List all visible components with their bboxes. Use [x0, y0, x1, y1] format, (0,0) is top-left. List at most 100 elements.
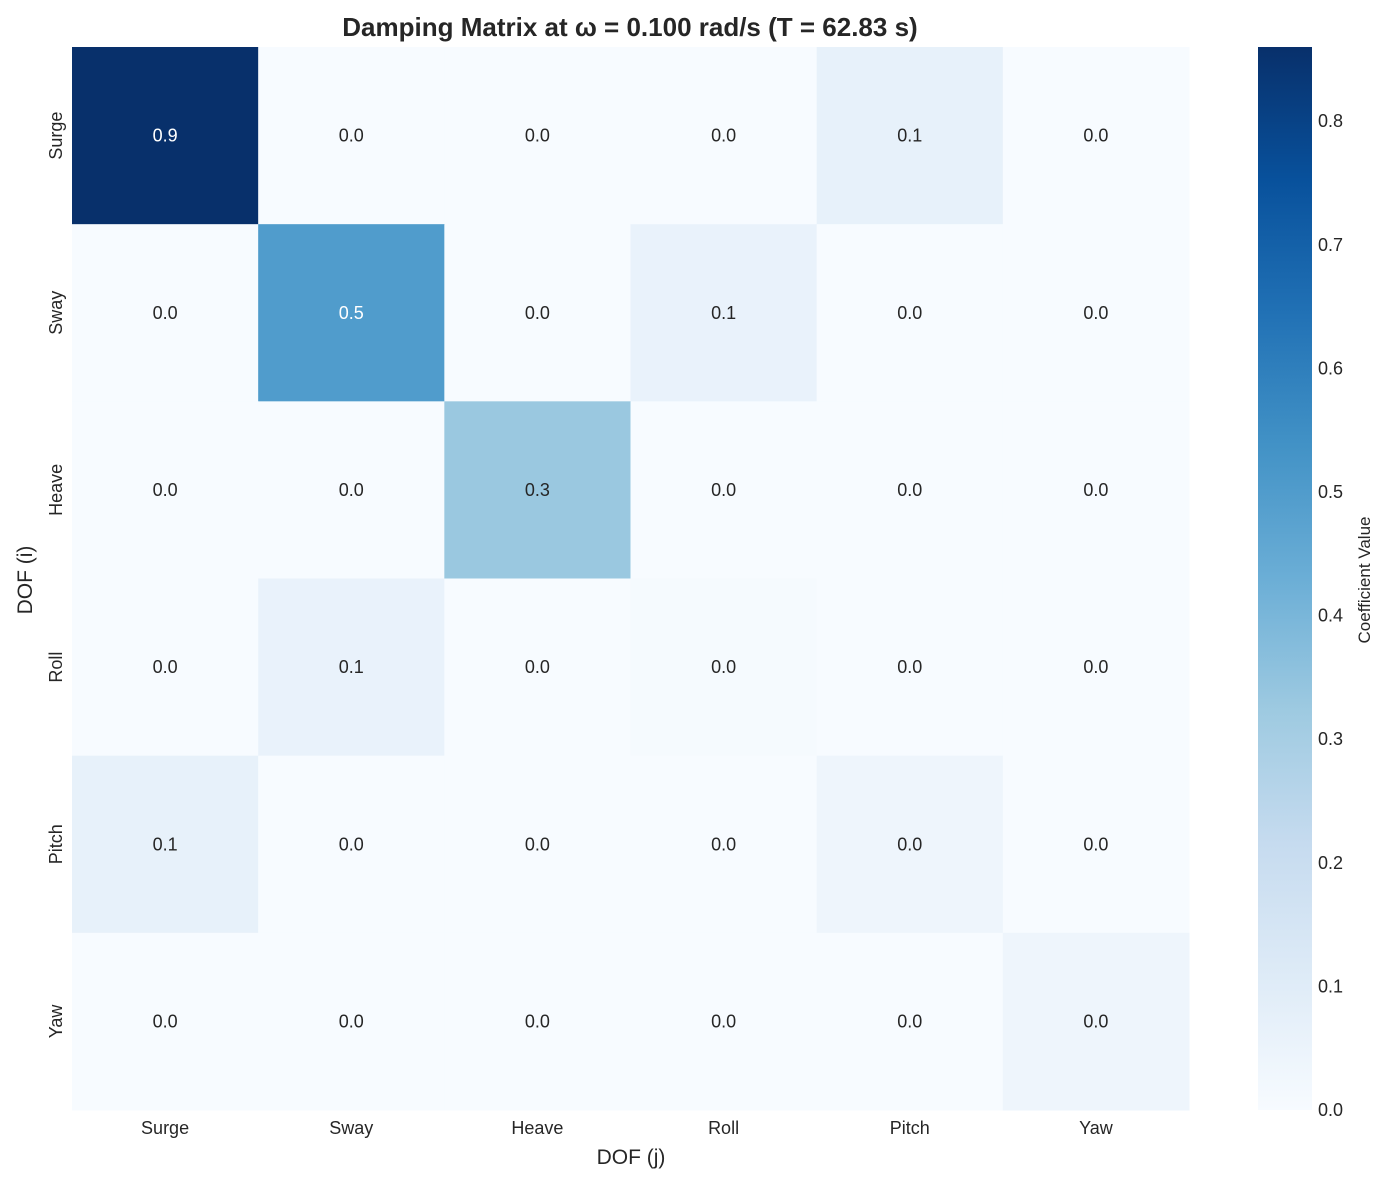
heatmap-cell: [444, 755, 631, 934]
cell-value-label: 0.0: [1083, 126, 1108, 146]
cell-value-label: 0.0: [153, 657, 178, 677]
cell-value-label: 0.9: [153, 126, 178, 146]
cell-value-label: 0.1: [711, 303, 736, 323]
heatmap-cell: [444, 401, 631, 579]
cell-value-label: 0.0: [897, 480, 922, 500]
x-tick-labels: Surge Sway Heave Roll Pitch Yaw: [141, 1118, 1114, 1138]
x-tick-label: Yaw: [1079, 1118, 1114, 1138]
heatmap-cell: [258, 401, 445, 579]
x-tick-label: Heave: [511, 1118, 563, 1138]
cell-value-label: 0.0: [339, 834, 364, 854]
cell-value-label: 0.0: [525, 303, 550, 323]
cell-value-label: 0.0: [153, 1011, 178, 1031]
chart-title: Damping Matrix at ω = 0.100 rad/s (T = 6…: [342, 12, 917, 42]
heatmap-cell: [72, 224, 259, 402]
heatmap-cell: [816, 578, 1004, 757]
cell-value-label: 0.0: [897, 834, 922, 854]
cell-value-label: 0.0: [339, 480, 364, 500]
cell-value-label: 0.0: [525, 126, 550, 146]
heatmap-cell: [258, 755, 445, 934]
cell-value-label: 0.0: [897, 657, 922, 677]
cell-value-label: 0.0: [711, 480, 736, 500]
cell-value-label: 0.0: [897, 1011, 922, 1031]
heatmap-cell: [444, 224, 631, 402]
cell-value-label: 0.5: [339, 303, 364, 323]
colorbar-tick-label: 0.8: [1318, 111, 1343, 131]
cell-value-label: 0.0: [711, 834, 736, 854]
heatmap-cell: [258, 578, 445, 757]
cell-value-label: 0.0: [525, 1011, 550, 1031]
colorbar-label: Coefficient Value: [1355, 517, 1374, 644]
y-tick-labels: Surge Sway Heave Roll Pitch Yaw: [46, 112, 66, 1039]
x-tick-label: Roll: [708, 1118, 739, 1138]
x-axis-label: DOF (j): [597, 1146, 666, 1169]
heatmap-cell: [816, 755, 1004, 934]
colorbar-tick-label: 0.1: [1318, 976, 1343, 996]
heatmap-cell: [72, 401, 259, 579]
heatmap-cell: [1002, 755, 1190, 934]
heatmap-cell: [816, 224, 1004, 402]
heatmap-cell: [816, 932, 1004, 1111]
y-tick-label: Pitch: [46, 824, 66, 864]
cell-value-label: 0.0: [1083, 303, 1108, 323]
heatmap-cell: [630, 932, 818, 1111]
cell-value-label: 0.0: [525, 834, 550, 854]
colorbar-tick-label: 0.3: [1318, 729, 1343, 749]
colorbar-tick-label: 0.5: [1318, 482, 1343, 502]
y-tick-label: Heave: [46, 464, 66, 516]
cell-value-label: 0.0: [1083, 480, 1108, 500]
y-tick-label: Yaw: [46, 1004, 66, 1039]
heatmap-cell: [72, 932, 259, 1111]
cell-value-label: 0.0: [153, 303, 178, 323]
heatmap-cell: [630, 578, 818, 757]
colorbar-tick-label: 0.6: [1318, 358, 1343, 378]
cell-value-label: 0.3: [525, 480, 550, 500]
heatmap-cell: [630, 224, 818, 402]
colorbar: [1258, 47, 1312, 1110]
x-tick-label: Sway: [329, 1118, 373, 1138]
heatmap-cell: [1002, 932, 1190, 1111]
heatmap-cell: [72, 47, 259, 225]
heatmap-cell: [72, 755, 259, 934]
x-tick-label: Pitch: [890, 1118, 930, 1138]
heatmap-cell: [630, 755, 818, 934]
colorbar-tick-label: 0.0: [1318, 1100, 1343, 1120]
heatmap-cell: [1002, 578, 1190, 757]
cell-value-label: 0.0: [1083, 1011, 1108, 1031]
cell-value-label: 0.0: [339, 126, 364, 146]
colorbar-tick-label: 0.4: [1318, 606, 1343, 626]
cell-value-label: 0.0: [1083, 657, 1108, 677]
heatmap-cell: [258, 932, 445, 1111]
heatmap-cells: 0.9 0.0 0.0 0.0 0.1 0.0 0.0 0.5 0.0 0.1 0.0 0.0 0.0 0…: [72, 47, 1190, 1111]
cell-value-label: 0.1: [153, 834, 178, 854]
heatmap-cell: [630, 47, 818, 225]
heatmap-cell: [816, 401, 1004, 579]
heatmap-cell: [444, 47, 631, 225]
cell-value-label: 0.0: [711, 126, 736, 146]
y-axis-label: DOF (i): [14, 546, 37, 615]
heatmap-cell: [72, 578, 259, 757]
heatmap-cell: [816, 47, 1004, 225]
cell-value-label: 0.0: [153, 480, 178, 500]
y-tick-label: Roll: [46, 652, 66, 683]
y-tick-label: Surge: [46, 112, 66, 160]
cell-value-label: 0.0: [1083, 834, 1108, 854]
cell-value-label: 0.0: [711, 1011, 736, 1031]
colorbar-ticks: 0.0 0.1 0.2 0.3 0.4 0.5 0.6 0.7 0.8: [1318, 111, 1343, 1120]
cell-value-label: 0.0: [711, 657, 736, 677]
heatmap-cell: [444, 932, 631, 1111]
heatmap-cell: [444, 578, 631, 757]
cell-value-label: 0.0: [897, 303, 922, 323]
colorbar-tick-label: 0.7: [1318, 235, 1343, 255]
heatmap-cell: [1002, 224, 1190, 402]
heatmap-cell: [1002, 47, 1190, 225]
heatmap-cell: [630, 401, 818, 579]
colorbar-tick-label: 0.2: [1318, 853, 1343, 873]
cell-value-label: 0.1: [897, 126, 922, 146]
heatmap-cell: [258, 47, 445, 225]
heatmap-cell: [258, 224, 445, 402]
cell-value-label: 0.0: [525, 657, 550, 677]
y-tick-label: Sway: [46, 291, 66, 335]
cell-value-label: 0.1: [339, 657, 364, 677]
